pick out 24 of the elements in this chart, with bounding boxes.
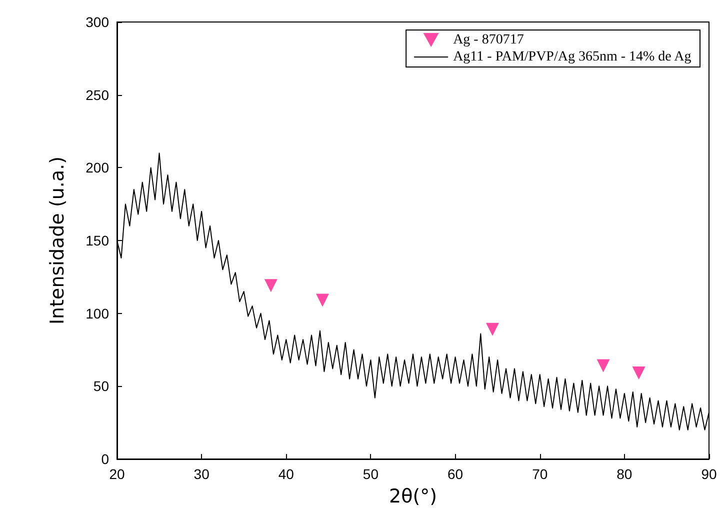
y-tick-label: 50	[93, 378, 110, 394]
point	[486, 322, 499, 336]
point	[596, 359, 610, 372]
y-tick-label: 300	[86, 14, 110, 30]
x-tick-label: 80	[616, 466, 632, 482]
y-tick-label: 250	[86, 86, 110, 103]
legend-label: Ag11 - PAM/PVP/Ag 365nm - 14% de Ag	[453, 50, 692, 64]
x-axis-title: 2θ(°)	[388, 486, 438, 508]
y-axis-title: Intensidade (u.a.)	[46, 156, 68, 325]
x-tick-label: 60	[447, 466, 464, 482]
y-tick-label: 0	[101, 451, 110, 467]
point	[632, 366, 646, 380]
x-tick-label: 40	[278, 466, 294, 482]
x-tick-label: 50	[362, 466, 379, 482]
x-tick-label: 90	[701, 466, 717, 482]
point	[316, 294, 330, 307]
x-tick-label: 30	[194, 466, 210, 482]
x-tick-label: 70	[532, 466, 548, 482]
y-tick-label: 100	[86, 305, 110, 322]
legend-label: Ag - 870717	[453, 32, 524, 48]
y-tick-label: 200	[86, 160, 110, 176]
y-tick-label: 150	[86, 232, 110, 248]
point	[264, 279, 278, 292]
x-tick-label: 20	[109, 466, 125, 482]
